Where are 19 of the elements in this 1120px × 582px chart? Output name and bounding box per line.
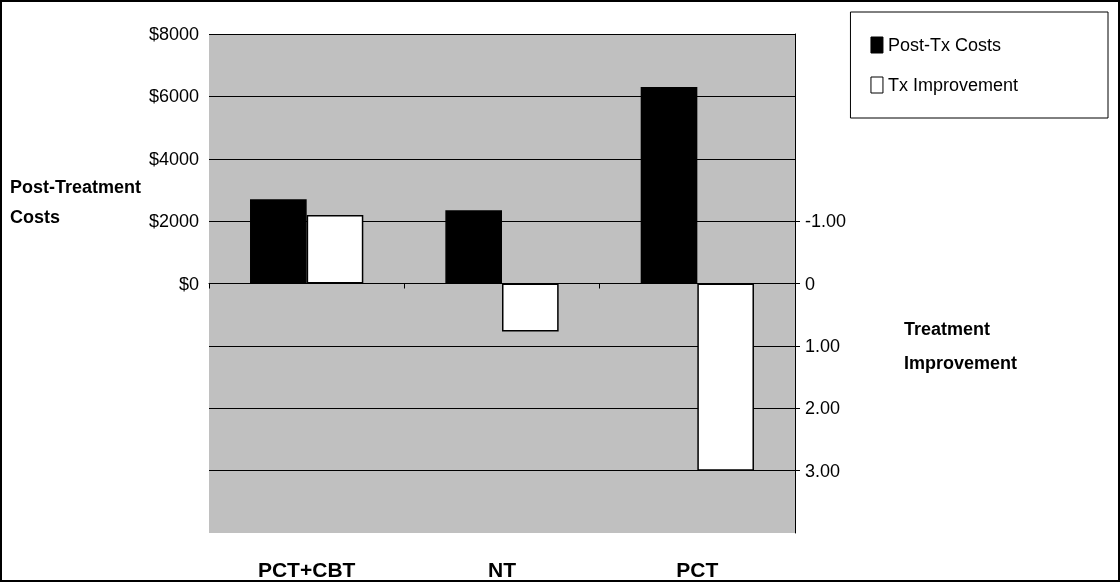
y-tick-label: $8000 [148, 24, 199, 44]
legend-label: Post-Tx Costs [887, 35, 1001, 55]
x-tick-label: NT [488, 558, 517, 581]
y-tick-label: $2000 [148, 211, 199, 232]
y2-tick-label: -1.00 [805, 211, 847, 232]
y-tick-label: $6000 [148, 86, 199, 107]
x-tick-label: PCT+CBT [257, 558, 356, 581]
y2-axis-title: Treatment Improvement [904, 319, 1018, 373]
y-tick-label: $4000 [148, 148, 199, 169]
y2-tick-label: 1.00 [805, 335, 841, 356]
legend-label: Tx Improvement [887, 75, 1019, 95]
y2-tick-label: 3.00 [805, 460, 841, 481]
y2-tick-label: 0 [805, 273, 816, 294]
bar [445, 210, 502, 284]
y-tick-label: $0 [178, 273, 199, 294]
y-axis-title: Post-Treatment Costs [10, 177, 147, 227]
y2-tick-label: 2.00 [805, 398, 841, 419]
x-tick-label: PCT [676, 558, 719, 581]
bar [502, 283, 559, 332]
